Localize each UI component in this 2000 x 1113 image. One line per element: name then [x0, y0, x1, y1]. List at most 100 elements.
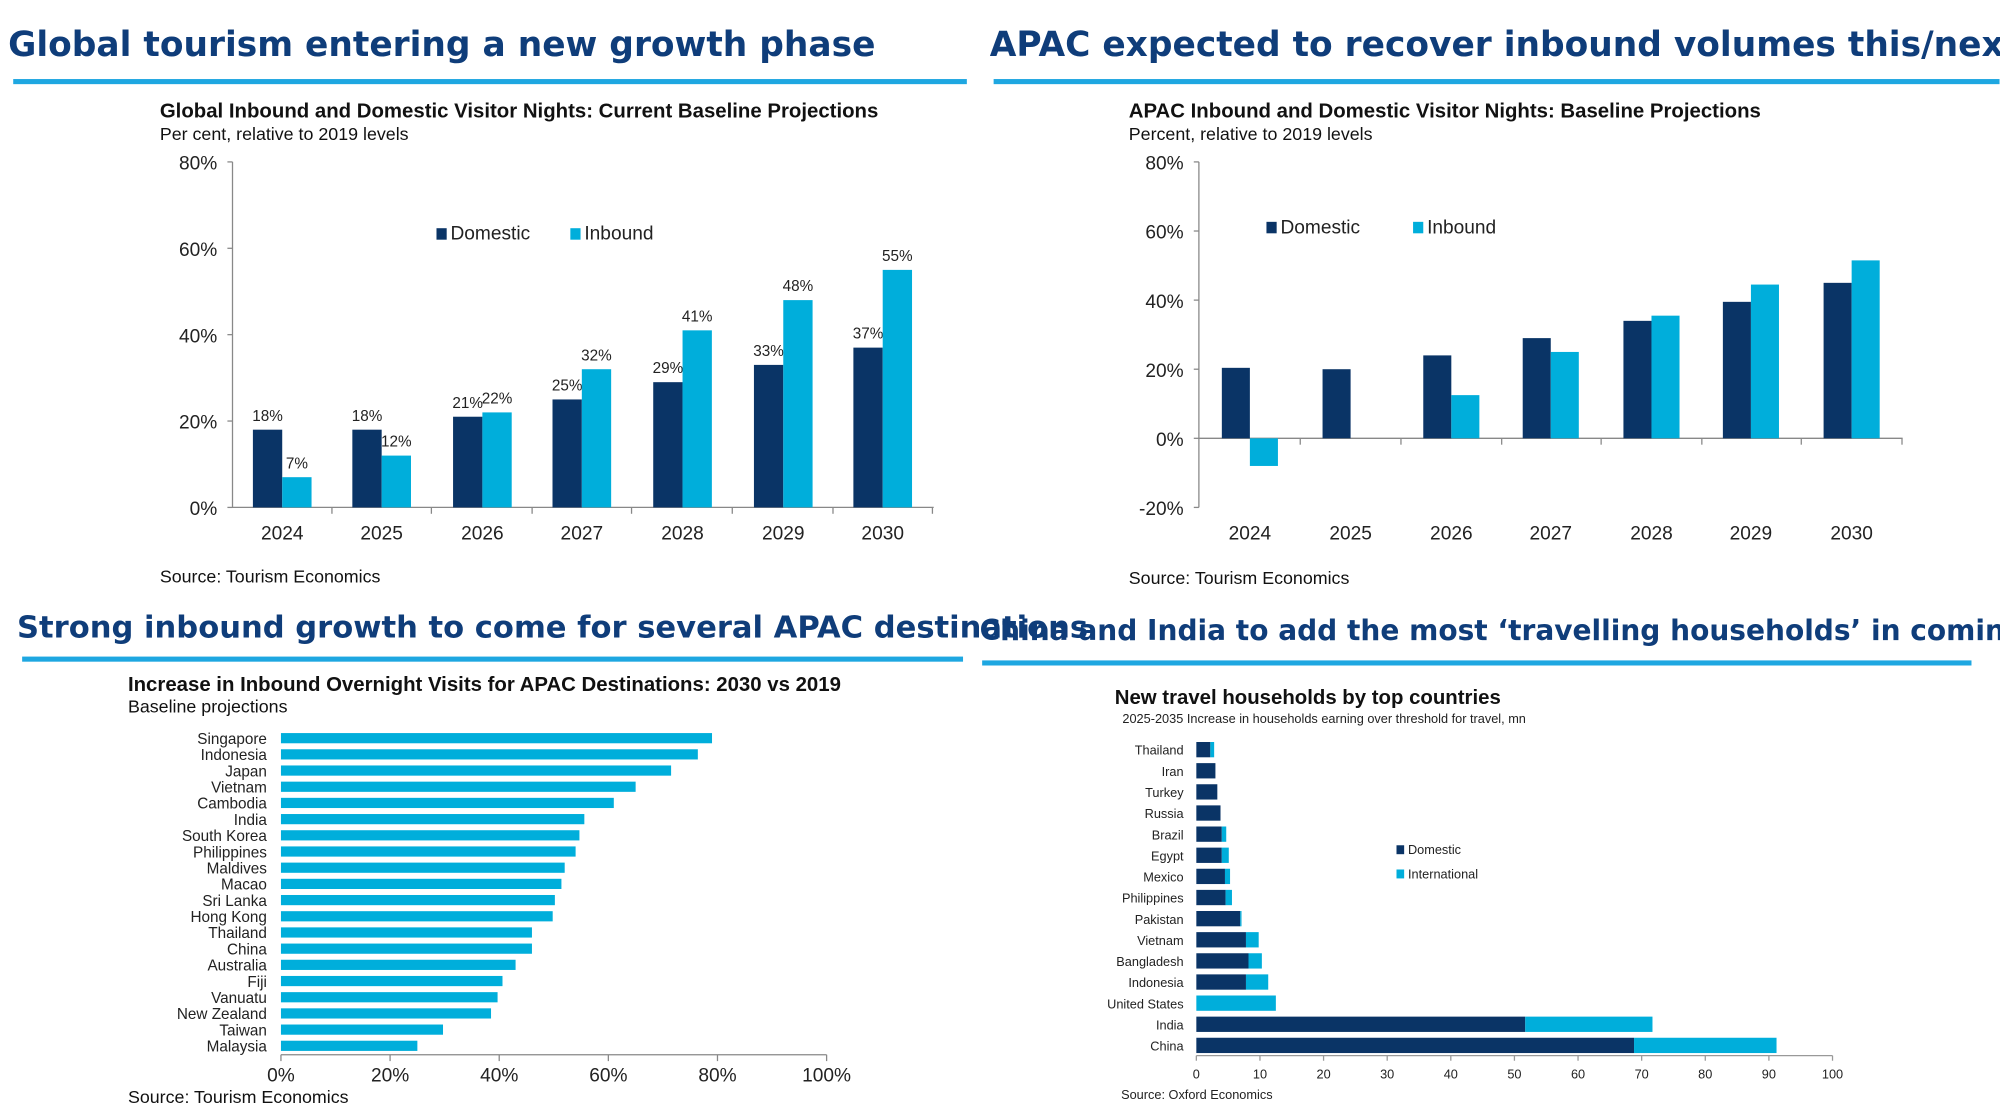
category-label: Brazil — [1152, 827, 1184, 842]
x-tick-label: 0 — [1193, 1067, 1200, 1082]
bar-inbound — [280, 878, 562, 889]
x-tick-label: 2028 — [1630, 523, 1673, 544]
bar-international — [1248, 953, 1262, 969]
bar-domestic — [1522, 338, 1551, 439]
bar-domestic — [1823, 282, 1852, 439]
category-label: Mexico — [1143, 870, 1183, 885]
x-tick-label: 100% — [802, 1066, 851, 1087]
bar-inbound — [280, 814, 585, 825]
bar-domestic — [1722, 301, 1751, 439]
legend-swatch — [570, 228, 581, 240]
y-tick-label: 40% — [1145, 292, 1183, 313]
category-label: Singapore — [197, 731, 267, 748]
category-label: India — [234, 812, 268, 829]
bar-domestic — [653, 382, 683, 508]
legend-swatch — [1266, 221, 1277, 234]
data-label: 22% — [482, 390, 513, 407]
category-label: United States — [1107, 996, 1183, 1011]
bar-inbound — [280, 1040, 418, 1051]
bar-inbound — [482, 412, 512, 508]
x-tick-label: 100 — [1822, 1067, 1843, 1082]
bar-inbound — [381, 455, 411, 508]
y-tick-label: 20% — [179, 413, 217, 434]
bar-inbound — [280, 862, 565, 873]
bar-domestic — [1196, 763, 1216, 779]
bar-domestic — [1196, 932, 1246, 948]
x-tick-label: 80% — [698, 1066, 736, 1087]
x-tick-label: 2025 — [360, 523, 403, 544]
bar-international — [1221, 847, 1229, 863]
y-tick-label: 0% — [1156, 430, 1184, 451]
x-tick-label: 70 — [1635, 1067, 1649, 1082]
x-tick-label: 2028 — [661, 523, 704, 544]
bar-inbound — [1851, 260, 1880, 439]
data-label: 12% — [381, 434, 412, 451]
bar-international — [1210, 742, 1215, 758]
bar-domestic — [1196, 953, 1249, 969]
x-tick-label: 2024 — [261, 523, 304, 544]
x-tick-label: 80 — [1698, 1067, 1712, 1082]
bar-inbound — [280, 927, 532, 938]
chart-title: Increase in Inbound Overnight Visits for… — [128, 674, 841, 696]
bar-inbound — [280, 959, 516, 970]
data-label: 55% — [882, 248, 913, 265]
headline-destinations: Strong inbound growth to come for severa… — [17, 610, 1088, 645]
bar-inbound — [783, 300, 813, 508]
bar-domestic — [552, 399, 582, 508]
legend-label: Inbound — [584, 224, 653, 245]
bar-inbound — [280, 830, 580, 841]
category-label: Iran — [1162, 764, 1184, 779]
category-label: India — [1156, 1017, 1185, 1032]
legend-swatch — [436, 228, 447, 240]
chart-source: Source: Tourism Economics — [160, 567, 381, 587]
category-label: Indonesia — [201, 747, 268, 764]
category-label: Indonesia — [1128, 975, 1184, 990]
category-label: Vanuatu — [211, 990, 267, 1007]
bar-inbound — [280, 781, 636, 792]
bar-international — [1525, 1016, 1653, 1032]
category-label: Pakistan — [1135, 912, 1184, 927]
data-label: 29% — [653, 360, 684, 377]
x-tick-label: 40 — [1444, 1067, 1458, 1082]
category-label: Vietnam — [211, 779, 267, 796]
data-label: 18% — [252, 408, 283, 425]
bar-international — [1224, 868, 1231, 885]
x-tick-label: 10 — [1253, 1067, 1267, 1082]
headline-rule — [982, 660, 1972, 666]
chart-source: Source: Oxford Economics — [1121, 1087, 1272, 1102]
category-label: Philippines — [193, 844, 267, 861]
x-tick-label: 50 — [1507, 1067, 1521, 1082]
category-label: South Korea — [182, 828, 267, 845]
bar-international — [1225, 889, 1232, 906]
bar-international — [1634, 1037, 1777, 1054]
x-tick-label: 2029 — [762, 523, 805, 544]
bar-inbound — [280, 1008, 492, 1019]
bar-international — [1245, 932, 1259, 948]
bar-inbound — [280, 911, 553, 922]
x-tick-label: 90 — [1762, 1067, 1776, 1082]
legend-label: Inbound — [1427, 217, 1496, 238]
category-label: Macao — [221, 877, 267, 894]
y-tick-label: 60% — [179, 240, 217, 261]
legend-label: International — [1408, 866, 1478, 881]
x-tick-label: 2024 — [1229, 523, 1272, 544]
legend-label: Domestic — [1280, 217, 1360, 238]
chart-subtitle: Baseline projections — [128, 697, 288, 717]
bar-inbound — [280, 846, 576, 857]
bar-inbound — [1550, 351, 1579, 439]
legend-swatch — [1396, 869, 1405, 879]
bar-inbound — [882, 269, 913, 508]
category-label: Russia — [1145, 806, 1185, 821]
category-label: Japan — [225, 763, 267, 780]
bar-inbound — [682, 330, 712, 508]
bar-domestic — [1196, 868, 1225, 885]
bar-international — [1245, 974, 1269, 990]
chart-subtitle: Percent, relative to 2019 levels — [1129, 124, 1373, 144]
category-label: Fiji — [247, 974, 267, 991]
category-label: Sri Lanka — [202, 893, 267, 910]
bar-domestic — [453, 416, 483, 508]
headline-apac: APAC expected to recover inbound volumes… — [990, 25, 2000, 65]
x-tick-label: 2030 — [861, 523, 904, 544]
bar-domestic — [1196, 974, 1246, 990]
x-tick-label: 2030 — [1830, 523, 1873, 544]
